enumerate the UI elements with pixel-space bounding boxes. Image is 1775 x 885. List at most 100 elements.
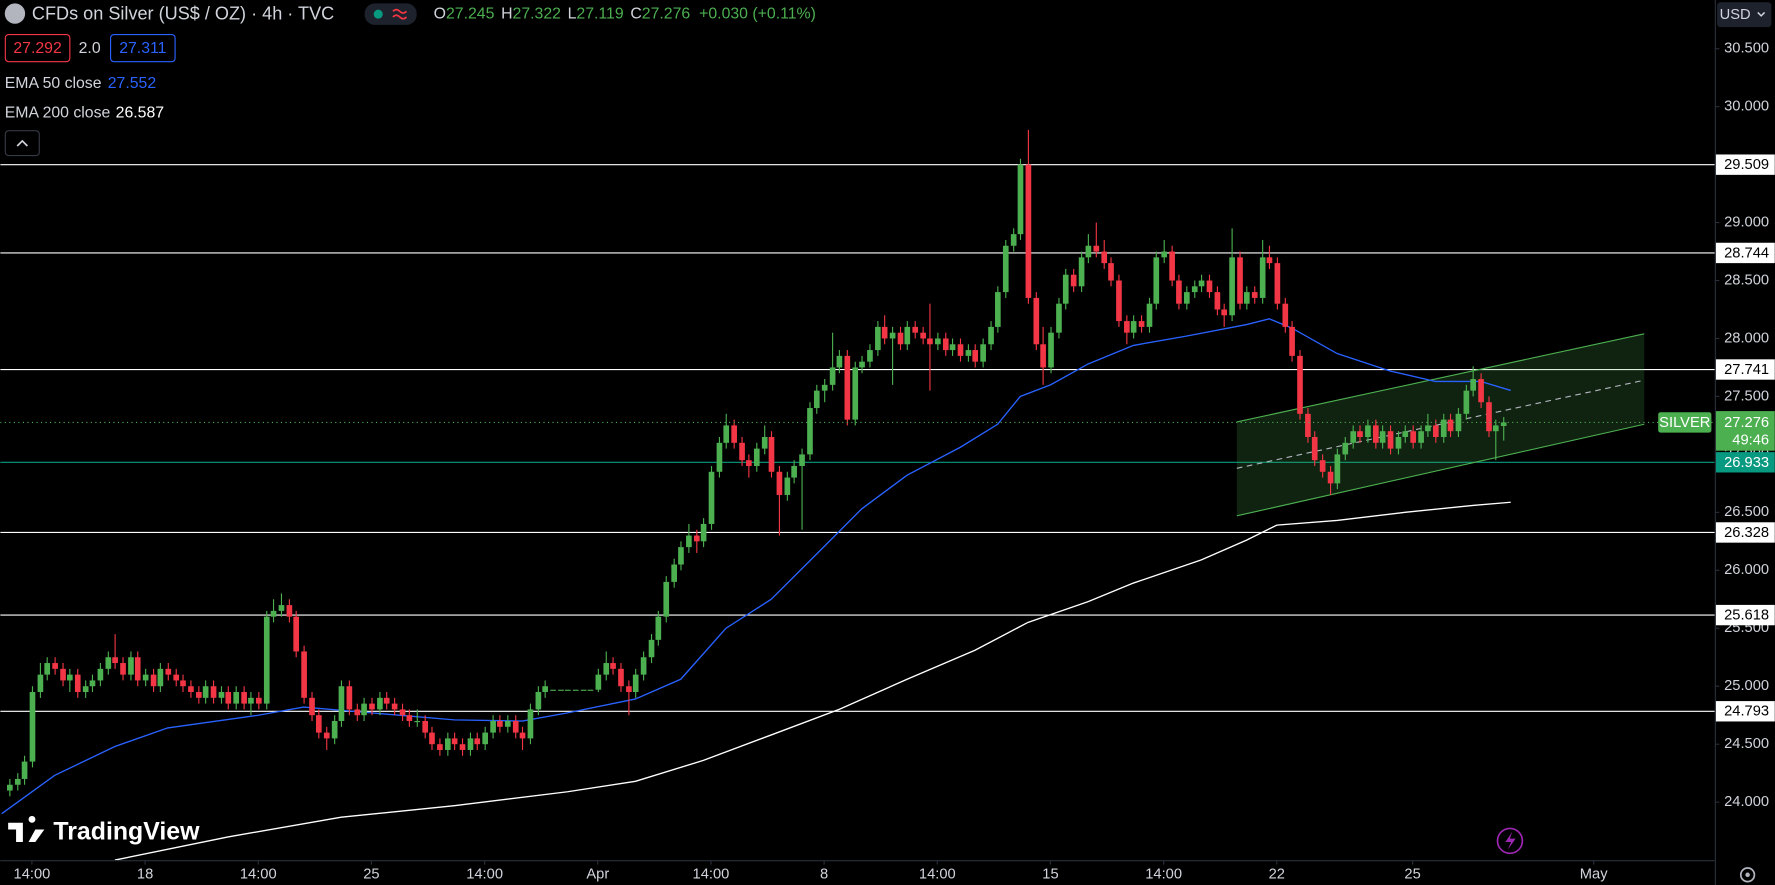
candle-body [799,454,805,466]
symbol-title[interactable]: CFDs on Silver (US$ / OZ) · 4h · TVC [32,3,334,23]
candle-body [97,668,104,681]
currency-chevron [1757,11,1766,17]
ema200-legend[interactable]: EMA 200 close [5,104,111,121]
support-label-box [1715,452,1775,473]
candle-body [1410,431,1417,443]
candle-body [746,460,752,466]
candle-body [1432,425,1439,438]
candle-body [52,663,58,669]
candle-body [942,338,949,351]
logo-mark [8,815,45,842]
candle-body [852,367,859,420]
candle-body [1056,303,1062,333]
ohlc-high: 27.322 [513,6,561,23]
axes: 30.50030.00029.50029.00028.50028.00027.5… [14,41,1775,883]
level-label-box [1715,522,1775,543]
candle-body [241,692,247,704]
level-label-box [1715,604,1775,626]
alert-button[interactable] [1496,827,1524,855]
candle-body [293,616,300,652]
candle-body [225,692,232,704]
status-pill[interactable] [364,3,417,25]
candle-body [693,535,700,542]
candle-body [791,465,797,478]
buy-button[interactable] [110,33,176,63]
candle-body [1010,234,1017,246]
candle-body [383,697,390,704]
candle-body [957,344,964,356]
symbol-icon [4,3,26,24]
candle-body [1440,419,1447,438]
candle-body [1311,437,1318,461]
candle-body [1387,431,1394,449]
candle-body [1176,280,1182,304]
x-tick-label: 14:00 [14,867,51,883]
candle-body [233,692,240,704]
collapse-button[interactable] [4,130,40,157]
candle-body [1221,309,1228,316]
candle-body [897,332,904,345]
candle-body [1033,297,1040,345]
candle-body [67,674,73,681]
ask-price: 27.311 [119,40,166,57]
candle-body [451,738,458,745]
x-tick-label: 14:00 [919,867,956,883]
x-tick-label: 14:00 [693,867,730,883]
currency: USD [1720,7,1751,23]
candle-body [632,674,639,693]
candle-body [248,697,254,704]
last-price-box [1715,411,1775,451]
candle-body [988,326,994,345]
candle-body [422,721,429,733]
support-label: 26.933 [1724,455,1769,471]
candle-body [1425,425,1431,432]
candle-body [134,657,141,681]
candle-body [572,689,579,691]
candle-body [655,616,662,640]
candle-body [1040,344,1046,368]
candle-body [867,350,873,362]
candle-body [920,332,926,339]
logo-text[interactable]: TradingView [53,818,200,846]
ohlc-h: H [501,6,512,23]
candle-body [1191,286,1198,293]
y-tick-label: 30.500 [1724,41,1769,57]
candle-body [218,692,225,698]
candle-body [1169,251,1175,281]
y-tick-label: 28.000 [1724,330,1769,346]
candle-body [120,663,126,675]
candle-body [648,639,655,658]
x-tick-label: May [1580,867,1608,883]
candle-body [935,338,941,345]
channel-middle [1236,379,1645,469]
candle-body [1500,422,1507,426]
candle-body [89,680,96,687]
candle-body [1017,164,1024,235]
candle-body [564,689,571,691]
candle-body [44,663,51,675]
candle-body [875,326,881,351]
candle-body [512,721,519,733]
candle-body [1402,431,1409,438]
candle-body [1243,292,1250,304]
y-tick-label: 27.500 [1724,388,1769,404]
candle-body [739,442,745,461]
candle-body [1305,413,1311,438]
ohlc-l: L [568,6,577,23]
candle-body [173,674,180,681]
candle-body [37,674,44,693]
last-price-label: 27.276 [1724,415,1769,431]
candle-body [399,709,406,716]
currency-button[interactable] [1717,2,1772,28]
candle-body [881,326,888,339]
candle-body [558,689,564,691]
candle-body [188,686,194,693]
candle-body [1470,379,1476,391]
sell-button[interactable] [4,33,71,63]
candle-body [414,721,421,723]
ema50-legend[interactable]: EMA 50 close [5,75,102,92]
settings-icon[interactable] [1739,867,1756,883]
candle-body [323,732,330,739]
candle-body [286,605,293,617]
x-tick-label: 25 [1404,867,1420,883]
